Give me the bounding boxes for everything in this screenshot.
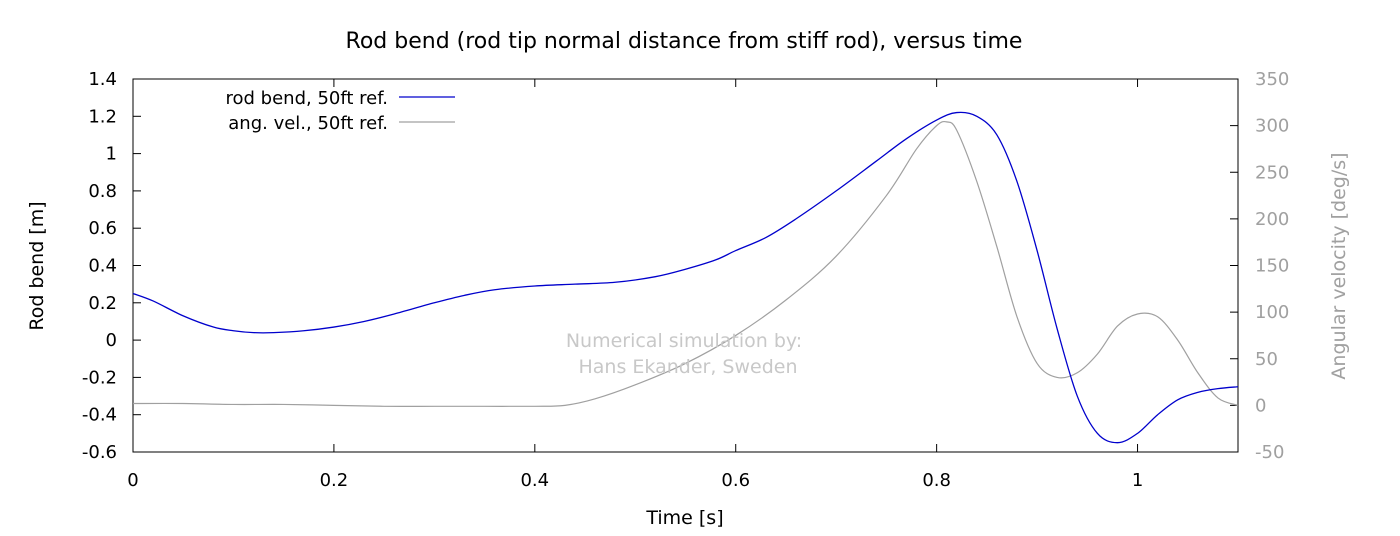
y-tick-label: 0 [106, 330, 117, 351]
y-tick-label: -0.6 [82, 442, 117, 463]
y2-tick-label: 350 [1255, 69, 1289, 90]
y-tick-label: -0.2 [82, 367, 117, 388]
y-tick-label: 0.4 [88, 256, 117, 277]
chart-title: Rod bend (rod tip normal distance from s… [346, 29, 1023, 54]
y2-tick-label: 50 [1255, 349, 1278, 370]
series-layer [132, 111, 1239, 444]
y-axis-label: Rod bend [m] [26, 201, 48, 330]
x-tick-label: 0.4 [520, 470, 549, 491]
y2-axis-label: Angular velocity [deg/s] [1328, 152, 1350, 379]
y2-tick-label: 100 [1255, 302, 1289, 323]
y2-tick-label: 0 [1255, 395, 1266, 416]
y-tick-label: 0.8 [88, 181, 117, 202]
legend-label-rod-bend: rod bend, 50ft ref. [226, 88, 388, 109]
x-tick-label: 0.6 [721, 470, 750, 491]
legend: rod bend, 50ft ref. ang. vel., 50ft ref. [226, 88, 455, 134]
y-tick-label: 1.4 [88, 69, 117, 90]
legend-label-ang-vel: ang. vel., 50ft ref. [228, 113, 388, 134]
y2-tick-label: 200 [1255, 209, 1289, 230]
x-tick-label: 0.2 [320, 470, 349, 491]
y-tick-label: 0.2 [88, 293, 117, 314]
ticks-layer: 0 0.2 0.4 0.6 0.8 1 -0.6 -0.4 -0.2 0 0.2 0.4 0.6 0.8 1… [82, 69, 1289, 491]
x-tick-label: 1 [1132, 470, 1143, 491]
y2-tick-label: 150 [1255, 256, 1289, 277]
series-line-rod-bend [132, 111, 1239, 444]
y-tick-label: -0.4 [82, 405, 117, 426]
y-tick-label: 1.2 [88, 106, 117, 127]
series-line-ang-vel [132, 120, 1239, 407]
y2-tick-label: 300 [1255, 116, 1289, 137]
plot-frame [132, 78, 1239, 453]
y2-tick-label: -50 [1255, 442, 1284, 463]
watermark-line-1: Numerical simulation by: [566, 330, 802, 352]
y-tick-label: 0.6 [88, 218, 117, 239]
y2-tick-label: 250 [1255, 162, 1289, 183]
watermark-line-2: Hans Ekander, Sweden [579, 356, 798, 378]
x-axis-label: Time [s] [645, 507, 723, 529]
x-tick-label: 0 [127, 470, 138, 491]
x-tick-label: 0.8 [922, 470, 951, 491]
y-tick-label: 1 [106, 144, 117, 165]
